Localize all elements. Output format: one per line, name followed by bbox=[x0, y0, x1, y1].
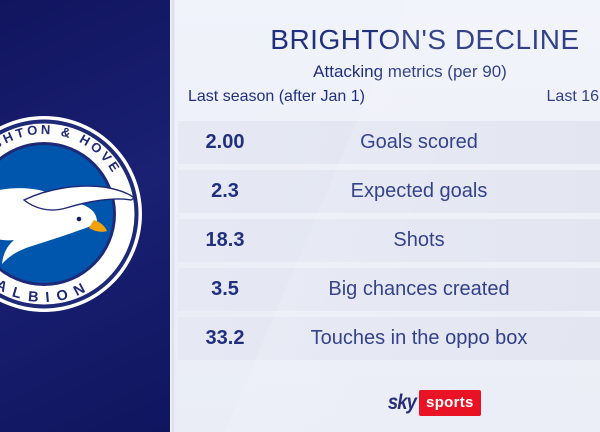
club-panel: BRIGHTON & HOVE ALBION bbox=[0, 0, 170, 432]
sky-sports-logo: sky sports bbox=[384, 389, 481, 416]
metric-label: Touches in the oppo box bbox=[310, 327, 528, 349]
column-header-last-16: Last 16 bbox=[546, 88, 599, 105]
metrics-table: 2.00 Goals scored 2.3 Expected goals 18.… bbox=[178, 121, 600, 360]
metric-label: Big chances created bbox=[328, 278, 510, 300]
metric-value: 2.00 bbox=[205, 131, 245, 153]
sky-wordmark: sky bbox=[387, 390, 417, 414]
metric-value: 3.5 bbox=[211, 278, 239, 300]
page-title: BRIGHTON'S DECLINE bbox=[270, 24, 580, 55]
metric-value: 18.3 bbox=[205, 229, 245, 251]
subtitle: Attacking metrics (per 90) bbox=[313, 62, 507, 81]
metric-label: Goals scored bbox=[360, 131, 478, 153]
sports-badge: sports bbox=[419, 389, 481, 416]
table-row: 33.2 Touches in the oppo box bbox=[178, 317, 600, 360]
metric-value: 33.2 bbox=[205, 327, 245, 349]
metric-label: Expected goals bbox=[350, 180, 488, 202]
table-row: 2.00 Goals scored bbox=[178, 121, 600, 164]
metric-value: 2.3 bbox=[211, 180, 239, 202]
table-row: 2.3 Expected goals bbox=[178, 170, 600, 213]
metric-label: Shots bbox=[393, 229, 445, 251]
panel-divider bbox=[170, 0, 175, 432]
table-row: 18.3 Shots bbox=[178, 219, 600, 262]
beak bbox=[89, 220, 107, 232]
column-header-last-season: Last season (after Jan 1) bbox=[188, 88, 365, 105]
table-row: 3.5 Big chances created bbox=[178, 268, 600, 311]
seagull-icon bbox=[0, 185, 135, 264]
club-badge: BRIGHTON & HOVE ALBION bbox=[0, 116, 142, 312]
eye bbox=[76, 216, 82, 222]
